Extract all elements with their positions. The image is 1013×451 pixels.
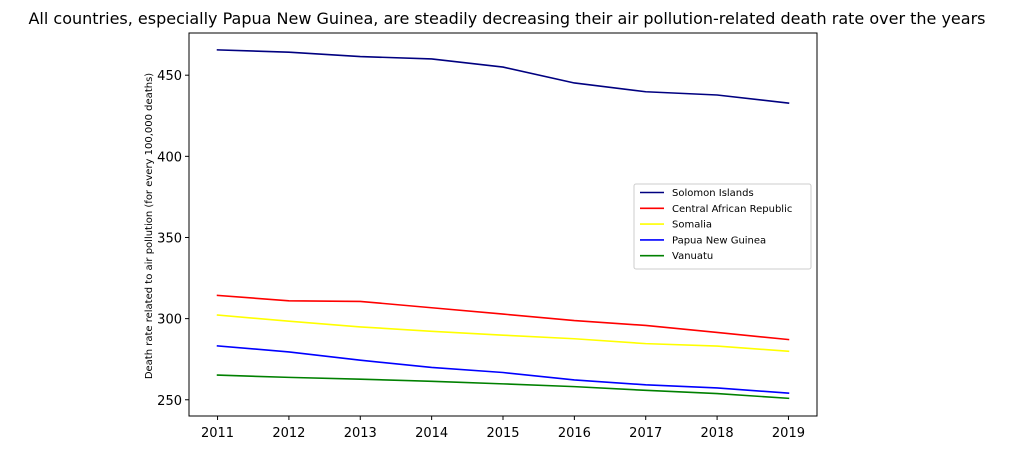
y-tick-label: 350 bbox=[157, 231, 182, 246]
series-line-3 bbox=[216, 345, 790, 394]
x-tick-label: 2016 bbox=[558, 426, 591, 441]
x-tick-label: 2013 bbox=[344, 426, 377, 441]
x-tick-label: 2019 bbox=[772, 426, 805, 441]
legend-label-3: Papua New Guinea bbox=[672, 235, 766, 246]
y-tick-label: 300 bbox=[157, 313, 182, 328]
x-tick-label: 2012 bbox=[272, 426, 305, 441]
series-line-1 bbox=[216, 294, 790, 341]
legend-label-2: Somalia bbox=[672, 220, 712, 231]
series-line-4 bbox=[216, 374, 790, 400]
legend-label-4: Vanuatu bbox=[672, 251, 713, 262]
y-tick-label: 450 bbox=[157, 69, 182, 84]
y-tick-label: 400 bbox=[157, 150, 182, 165]
plot-area: 2011 2012 2013 2014 2015 2016 2017 2018 2019 250 3… bbox=[157, 32, 818, 441]
legend-box bbox=[633, 183, 812, 270]
x-tick-label: 2017 bbox=[629, 426, 662, 441]
chart-title: All countries, especially Papua New Guin… bbox=[28, 9, 985, 28]
x-tick-label: 2015 bbox=[486, 426, 519, 441]
x-tick-label: 2014 bbox=[415, 426, 448, 441]
x-tick-label: 2018 bbox=[701, 426, 734, 441]
legend-label-1: Central African Republic bbox=[672, 204, 792, 215]
x-tick-label: 2011 bbox=[201, 426, 234, 441]
series-line-2 bbox=[216, 314, 790, 353]
y-tick-label: 250 bbox=[157, 394, 182, 409]
series-line-0 bbox=[216, 49, 790, 104]
y-axis-label: Death rate related to air pollution (for… bbox=[144, 73, 155, 379]
legend-label-0: Solomon Islands bbox=[672, 188, 754, 199]
